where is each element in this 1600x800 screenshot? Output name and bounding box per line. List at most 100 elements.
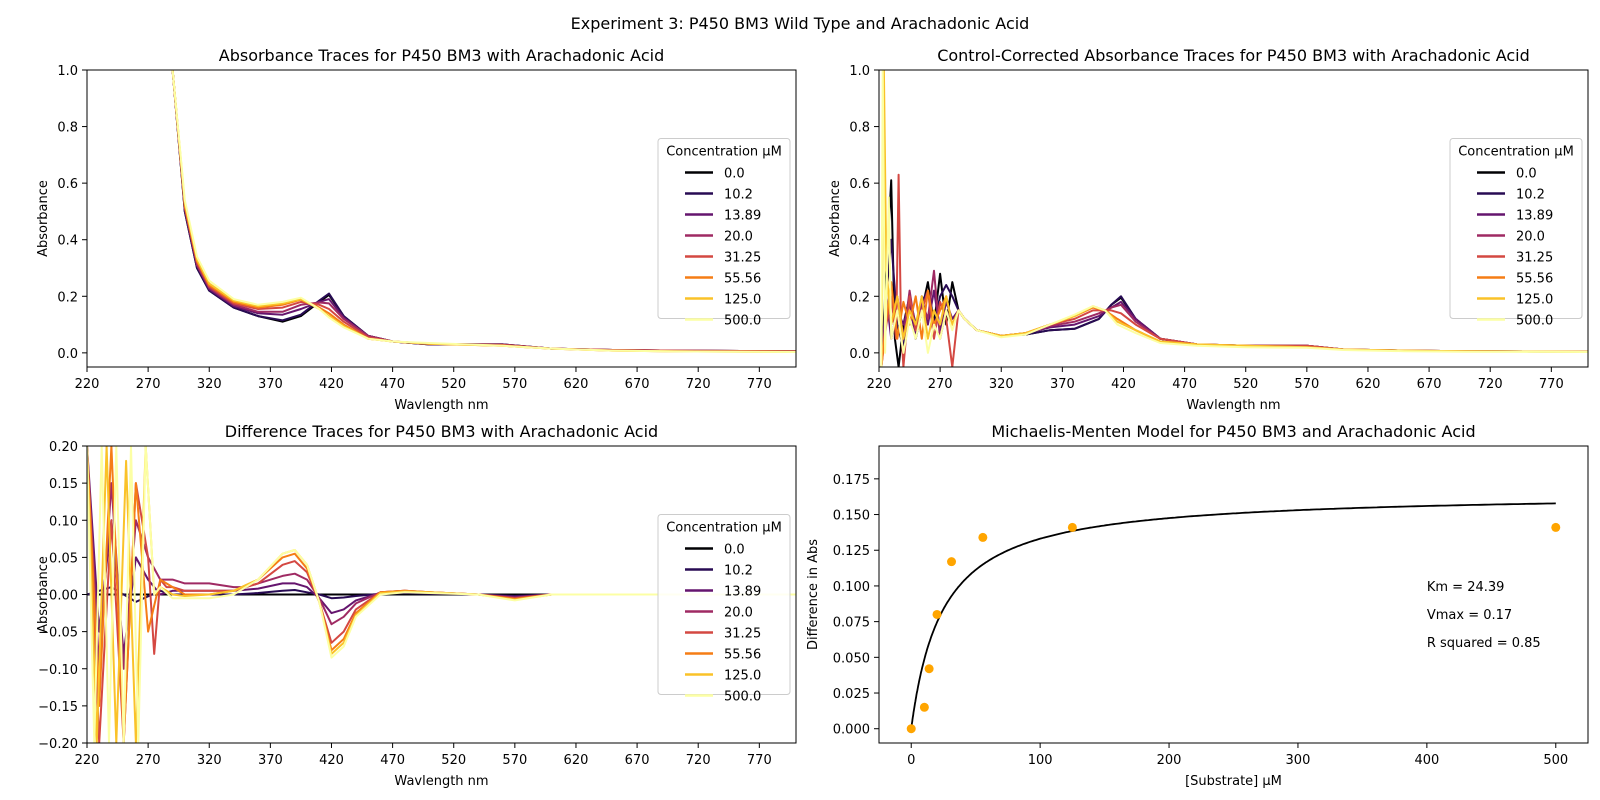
y-axis-label: Absorbance: [828, 180, 843, 257]
legend-label: 55.56: [724, 272, 761, 287]
x-tick-label: 270: [136, 377, 161, 392]
x-tick-label: 470: [1172, 377, 1197, 392]
y-tick-label: −0.20: [38, 737, 78, 752]
x-tick-label: 620: [1356, 377, 1381, 392]
y-tick-label: 0.8: [57, 121, 78, 136]
axes-frame: [878, 69, 1589, 368]
x-tick-label: 370: [1050, 377, 1075, 392]
y-axis-label: Absorbance: [36, 180, 51, 257]
legend-label: 500.0: [724, 314, 761, 329]
legend: Concentration µM 0.0 10.2 13.89 20.0 31.25 55.…: [657, 514, 791, 705]
fit-annotation: Km = 24.39: [1427, 580, 1505, 595]
x-tick-label: 300: [1286, 753, 1311, 768]
legend-label: 125.0: [724, 293, 761, 308]
legend-label: 20.0: [724, 230, 753, 245]
legend-label: 10.2: [724, 188, 753, 203]
y-tick-label: 0.025: [833, 687, 870, 702]
y-tick-label: −0.10: [38, 663, 78, 678]
panel-absorbance: Absorbance Traces for P450 BM3 with Arac…: [36, 46, 797, 413]
x-tick-label: 0: [907, 753, 915, 768]
y-tick-label: 0.05: [49, 551, 78, 566]
x-tick-label: 420: [319, 753, 344, 768]
x-tick-label: 470: [380, 377, 405, 392]
x-tick-label: 770: [747, 753, 772, 768]
x-tick-label: 420: [1111, 377, 1136, 392]
x-tick-label: 520: [441, 377, 466, 392]
data-point: [978, 532, 988, 542]
x-tick-label: 100: [1028, 753, 1053, 768]
y-tick-label: 0.175: [833, 473, 870, 488]
x-tick-label: 720: [686, 377, 711, 392]
legend-label: 13.89: [1516, 209, 1553, 224]
plot-area: [906, 502, 1561, 734]
x-axis-label: Wavlength nm: [394, 398, 488, 413]
legend-label: 13.89: [724, 209, 761, 224]
x-tick-label: 500: [1543, 753, 1568, 768]
chart-title: Absorbance Traces for P450 BM3 with Arac…: [219, 46, 664, 65]
x-tick-label: 520: [441, 753, 466, 768]
x-tick-label: 520: [1233, 377, 1258, 392]
y-tick-label: 0.2: [849, 290, 870, 305]
x-axis-label: [Substrate] µM: [1185, 774, 1282, 789]
legend-label: 10.2: [724, 564, 753, 579]
y-tick-label: 0.075: [833, 616, 870, 631]
legend-frame: [657, 138, 791, 319]
series-line-500.0: [171, 70, 796, 353]
x-tick-label: 220: [867, 377, 892, 392]
y-axis-label: Absorbance: [36, 556, 51, 633]
y-tick-label: 0.125: [833, 544, 870, 559]
x-tick-label: 270: [928, 377, 953, 392]
x-tick-label: 720: [686, 753, 711, 768]
y-tick-label: 0.2: [57, 290, 78, 305]
y-tick-label: 0.6: [849, 177, 870, 192]
x-tick-label: 620: [564, 753, 589, 768]
data-point: [924, 664, 934, 674]
y-tick-label: 0.0: [849, 347, 870, 362]
legend-title: Concentration µM: [666, 145, 782, 160]
x-tick-label: 220: [75, 377, 100, 392]
y-tick-label: −0.05: [38, 626, 78, 641]
fit-annotation: R squared = 0.85: [1427, 636, 1541, 651]
x-tick-label: 220: [75, 753, 100, 768]
legend-label: 125.0: [724, 669, 761, 684]
data-point: [919, 702, 929, 712]
y-tick-label: 0.20: [49, 440, 78, 455]
y-tick-label: 0.8: [849, 121, 870, 136]
x-tick-label: 570: [502, 377, 527, 392]
legend-label: 20.0: [1516, 230, 1545, 245]
plot-area: [87, 446, 796, 743]
legend-label: 0.0: [1516, 167, 1537, 182]
y-tick-label: 1.0: [849, 64, 870, 79]
x-tick-label: 320: [197, 377, 222, 392]
legend: Concentration µM 0.0 10.2 13.89 20.0 31.25 55.…: [1449, 138, 1583, 329]
x-tick-label: 470: [380, 753, 405, 768]
series-line-500.0: [880, 70, 1588, 367]
panel-corrected: Control-Corrected Absorbance Traces for …: [828, 46, 1589, 413]
x-tick-label: 200: [1157, 753, 1182, 768]
legend-label: 10.2: [1516, 188, 1545, 203]
x-tick-label: 670: [625, 753, 650, 768]
legend-label: 0.0: [724, 167, 745, 182]
y-tick-label: −0.15: [38, 700, 78, 715]
data-point: [906, 724, 916, 734]
axes-frame: [878, 445, 1589, 744]
x-tick-label: 770: [1539, 377, 1564, 392]
y-tick-label: 0.100: [833, 580, 870, 595]
legend-title: Concentration µM: [666, 521, 782, 536]
y-tick-label: 0.050: [833, 651, 870, 666]
plot-area: [171, 70, 796, 353]
legend-frame: [1449, 138, 1583, 319]
data-point: [932, 609, 942, 619]
x-tick-label: 620: [564, 377, 589, 392]
x-axis-label: Wavlength nm: [1186, 398, 1280, 413]
x-tick-label: 570: [502, 753, 527, 768]
data-point: [947, 557, 957, 567]
x-tick-label: 320: [989, 377, 1014, 392]
legend-label: 20.0: [724, 606, 753, 621]
legend-frame: [657, 514, 791, 695]
x-tick-label: 270: [136, 753, 161, 768]
axes-frame: [86, 445, 797, 744]
x-tick-label: 770: [747, 377, 772, 392]
legend-label: 55.56: [724, 648, 761, 663]
